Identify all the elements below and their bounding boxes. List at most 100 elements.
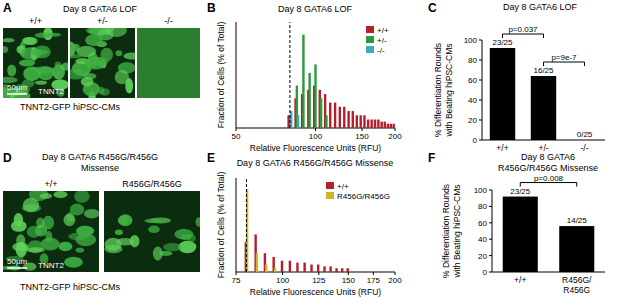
chart-title: Day 8 GATA6 xyxy=(521,152,575,162)
image-background xyxy=(137,28,200,98)
panel-label: F xyxy=(428,151,435,165)
cell xyxy=(54,71,60,79)
cell xyxy=(85,34,103,46)
x-tick-label: 150 xyxy=(355,132,369,141)
x-tick-label: 50 xyxy=(232,132,241,141)
y-tick xyxy=(489,222,492,223)
histogram-bar xyxy=(368,128,370,129)
x-tick xyxy=(315,128,316,131)
y-tick-label: 0 xyxy=(483,268,488,277)
legend-label: +/+ xyxy=(337,182,349,191)
histogram-bar xyxy=(367,120,369,128)
y-axis-label: with Beating hiPSC-CMs xyxy=(444,43,454,137)
histogram-bar xyxy=(380,128,382,129)
histogram-bar xyxy=(335,268,337,272)
histogram-bar xyxy=(316,128,318,129)
histogram-bar xyxy=(352,111,354,128)
y-tick xyxy=(479,140,482,141)
image-background xyxy=(3,28,68,98)
histogram-bar xyxy=(305,272,307,273)
y-tick-label: 20 xyxy=(468,116,477,125)
scale-bar xyxy=(7,93,27,95)
histogram-bar xyxy=(380,122,382,128)
cell xyxy=(55,62,62,67)
cell xyxy=(11,220,27,231)
histogram-bar xyxy=(340,128,342,129)
cell xyxy=(3,38,15,42)
bar xyxy=(503,197,538,272)
y-axis-label: Fraction of Cells (% of Total) xyxy=(216,172,226,279)
micrograph xyxy=(3,191,99,272)
micrograph xyxy=(3,28,68,98)
histogram-bar xyxy=(321,128,323,129)
x-tick-label-line: R456G/ xyxy=(562,275,592,285)
x-tick xyxy=(362,128,363,131)
x-tick-label-line: -/- xyxy=(580,143,588,153)
y-tick-label: 80 xyxy=(478,202,487,211)
cell xyxy=(58,242,72,251)
x-tick-label: 75 xyxy=(232,276,241,285)
y-axis xyxy=(236,22,237,128)
chart-title: Day 8 GATA6 LOF xyxy=(503,2,578,12)
cell xyxy=(36,218,44,229)
histogram-bar xyxy=(335,128,337,129)
image-background xyxy=(104,191,200,272)
histogram-bar xyxy=(341,268,343,272)
histogram-bar xyxy=(325,115,327,128)
stain-label: TNNT2 xyxy=(38,261,64,270)
x-tick-label: 100 xyxy=(309,132,323,141)
data-label: 16/25 xyxy=(533,66,554,75)
panel-label: C xyxy=(428,1,437,15)
cell xyxy=(85,57,106,70)
x-tick-label: 100 xyxy=(276,276,290,285)
cell xyxy=(23,67,41,81)
cell xyxy=(3,46,8,53)
x-tick-label: 175 xyxy=(367,276,381,285)
scale-bar-label: 50μm xyxy=(7,257,28,266)
histogram-bar xyxy=(346,128,348,129)
histogram-bar xyxy=(363,115,365,128)
legend-label: R456G/R456G xyxy=(337,192,390,201)
histogram-bar xyxy=(392,128,394,129)
histogram-bar xyxy=(303,263,305,272)
cell xyxy=(76,247,85,252)
image-label: R456G/R456G xyxy=(122,179,182,189)
cell xyxy=(26,247,45,252)
cell xyxy=(70,69,86,80)
histogram-bar xyxy=(312,272,314,273)
cell xyxy=(115,70,129,84)
histogram-bar xyxy=(332,128,334,129)
y-axis-label: % Differentiation Rounds xyxy=(433,43,443,137)
cell xyxy=(19,60,35,67)
histogram-bar xyxy=(337,128,339,129)
cell xyxy=(153,247,163,261)
cell xyxy=(123,52,135,59)
panel-label: B xyxy=(207,1,216,15)
y-tick-label: 20 xyxy=(478,252,487,261)
histogram-bar xyxy=(342,272,344,273)
cell xyxy=(116,50,123,56)
histogram-bar xyxy=(265,264,267,272)
image-background xyxy=(3,191,99,272)
cell xyxy=(7,64,16,76)
legend-swatch xyxy=(366,46,374,53)
histogram-bar xyxy=(389,128,391,129)
cell xyxy=(118,214,132,226)
y-tick xyxy=(479,60,482,61)
histogram-bar xyxy=(325,272,327,273)
image-label: -/- xyxy=(164,16,173,26)
histogram-bar xyxy=(394,128,395,129)
histogram-bar xyxy=(373,128,375,129)
x-tick xyxy=(373,272,374,275)
caption: TNNT2-GFP hiPSC-CMs xyxy=(20,102,120,112)
chart-title: Day 8 GATA6 LOF xyxy=(278,4,353,14)
y-tick xyxy=(489,255,492,256)
cell xyxy=(75,233,96,246)
x-tick xyxy=(348,272,349,275)
y-axis xyxy=(236,178,237,272)
y-tick-label: 80 xyxy=(468,56,477,65)
image-label: +/- xyxy=(97,16,108,26)
histogram-bar xyxy=(384,122,386,128)
significance-bracket xyxy=(544,62,585,66)
significance-bracket xyxy=(520,183,577,187)
